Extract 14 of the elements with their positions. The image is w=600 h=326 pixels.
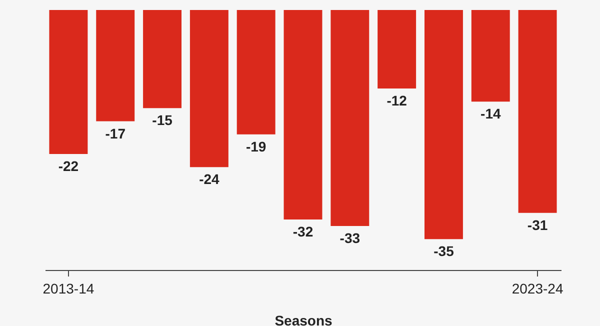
data-label: -24 xyxy=(199,171,220,188)
data-label: -35 xyxy=(434,243,454,260)
data-label: -17 xyxy=(105,125,126,142)
data-label: -32 xyxy=(292,223,314,240)
data-label: -19 xyxy=(246,138,266,154)
x-axis-title: Seasons xyxy=(274,312,333,326)
data-label: -22 xyxy=(58,158,79,174)
data-label: -33 xyxy=(340,230,360,246)
data-label: -14 xyxy=(480,106,501,122)
x-tick-label: 2023-24 xyxy=(512,280,564,296)
x-tick-label: 2013-14 xyxy=(42,280,94,296)
data-label: -15 xyxy=(152,112,173,128)
data-label: -31 xyxy=(527,216,548,233)
data-label: -12 xyxy=(386,92,408,109)
